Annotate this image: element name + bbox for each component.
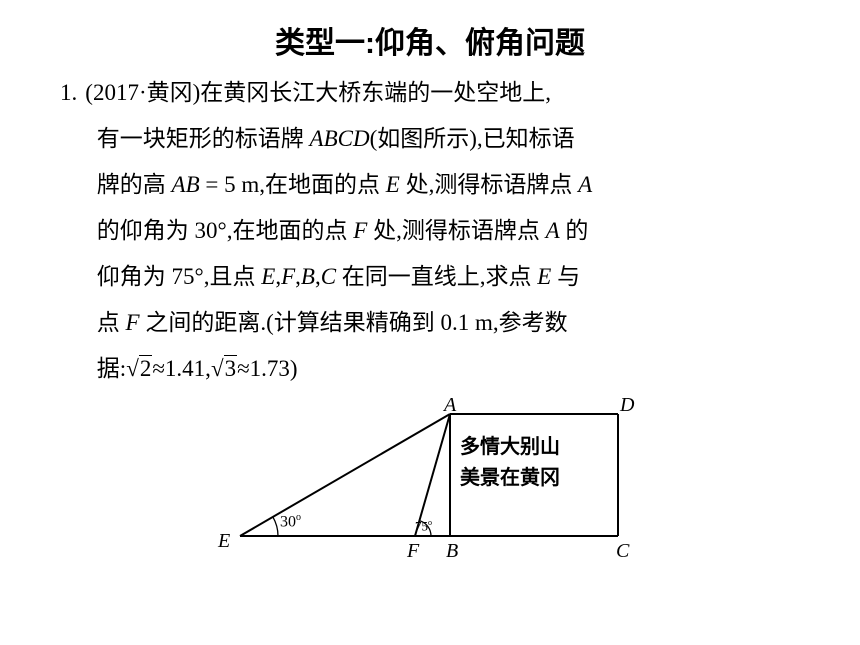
problem-line-1: 1.(2017·黄冈)在黄冈长江大桥东端的一处空地上, [60,70,800,116]
problem-line-5: 仰角为 75°,且点 E,F,B,C 在同一直线上,求点 E 与 [60,254,800,300]
point-label-E: E [218,530,230,553]
problem-line-7: 据: 2≈1.41, 3≈1.73) [60,346,800,392]
text-seg: 处,测得标语牌点 [400,172,578,197]
text-seg: 点 [97,310,126,335]
problem-text: 1.(2017·黄冈)在黄冈长江大桥东端的一处空地上, 有一块矩形的标语牌 AB… [0,62,860,392]
var-e: E [537,264,551,289]
sign-line-2: 美景在黄冈 [460,463,610,494]
point-label-D: D [620,394,634,417]
problem-line-6: 点 F 之间的距离.(计算结果精确到 0.1 m,参考数 [60,300,800,346]
angle-75-label: 75o [415,518,432,534]
text-seg: = 5 m,在地面的点 [205,172,385,197]
geometry-figure: 多情大别山 美景在黄冈 A D E F B C 30o 75o [220,396,640,571]
sqrt-2: 2 [126,346,152,392]
point-label-B: B [446,540,458,563]
point-label-F: F [407,540,419,563]
page-title: 类型一:仰角、俯角问题 [0,0,860,62]
var-abcd: ABCD [310,126,370,151]
problem-line-2: 有一块矩形的标语牌 ABCD(如图所示),已知标语 [60,116,800,162]
var-c: C [321,264,336,289]
text-seg: 据: [97,356,126,381]
point-label-C: C [616,540,629,563]
var-b: B [301,264,315,289]
problem-line-4: 的仰角为 30°,在地面的点 F 处,测得标语牌点 A 的 [60,208,800,254]
var-f: F [281,264,295,289]
point-label-A: A [444,394,456,417]
var-a: A [578,172,592,197]
problem-source: (2017·黄冈) [85,80,200,105]
problem-line-3: 牌的高 AB = 5 m,在地面的点 E 处,测得标语牌点 A [60,162,800,208]
var-f: F [126,310,140,335]
problem-number: 1. [60,70,85,116]
text-seg: 之间的距离.(计算结果精确到 0.1 m,参考数 [140,310,568,335]
text-seg: 的 [560,218,589,243]
var-a: A [546,218,560,243]
var-f: F [353,218,367,243]
text-seg: 有一块矩形的标语牌 [97,126,310,151]
sqrt-3: 3 [211,346,237,392]
var-e: E [386,172,400,197]
angle-30-label: 30o [280,512,301,531]
radicand-2: 2 [139,355,153,381]
text-seg: 在同一直线上,求点 [336,264,537,289]
text-seg: 处,测得标语牌点 [367,218,545,243]
var-ab: AB [166,172,206,197]
text-seg: 牌的高 [97,172,166,197]
sign-board: 多情大别山 美景在黄冈 [460,432,610,494]
text-seg: 与 [551,264,580,289]
text-seg: ≈1.41, [152,356,211,381]
text-seg: 的仰角为 30°,在地面的点 [97,218,353,243]
var-e: E [261,264,275,289]
text-seg: ≈1.73) [237,356,298,381]
text-seg: 仰角为 75°,且点 [97,264,261,289]
sign-line-1: 多情大别山 [460,432,610,463]
text-seg: (如图所示),已知标语 [370,126,575,151]
radicand-3: 3 [224,355,238,381]
text-seg: 在黄冈长江大桥东端的一处空地上, [200,80,551,105]
